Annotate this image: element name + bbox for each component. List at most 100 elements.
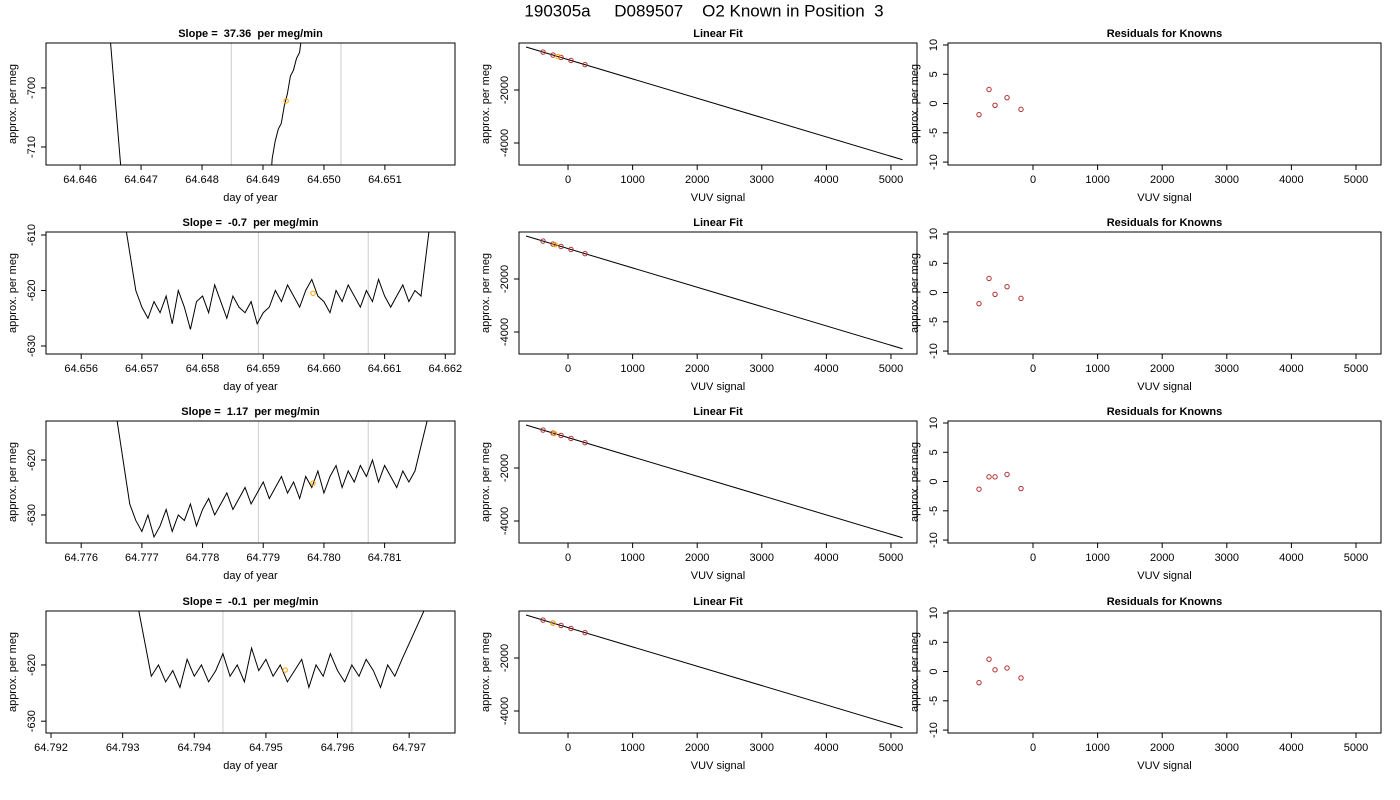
x-tick-label: 2000 (685, 363, 709, 375)
x-axis-label: day of year (223, 760, 278, 772)
x-tick-label: 64.795 (249, 742, 283, 754)
panel-title: Linear Fit (693, 596, 743, 608)
x-axis-label: VUV signal (1137, 570, 1191, 582)
panel-title: Linear Fit (693, 28, 743, 40)
x-tick-label: 64.662 (428, 363, 462, 375)
y-tick-label: 0 (928, 478, 940, 484)
y-axis-label: approx. per meg (480, 632, 492, 712)
y-axis-label: approx. per meg (7, 442, 19, 522)
y-tick-label: -620 (26, 449, 38, 471)
x-tick-label: 1000 (1085, 363, 1109, 375)
x-tick-label: 2000 (685, 552, 709, 564)
y-tick-label: 5 (928, 260, 940, 266)
data-point (992, 667, 998, 673)
x-tick-label: 64.649 (246, 174, 280, 186)
x-tick-label: 2000 (1150, 742, 1174, 754)
panel-title: Linear Fit (693, 217, 743, 229)
x-tick-label: 64.656 (64, 363, 98, 375)
y-tick-label: -2000 (499, 454, 511, 482)
x-tick-label: 2000 (1150, 174, 1174, 186)
x-tick-label: 64.780 (307, 552, 341, 564)
x-tick-label: 64.646 (63, 174, 97, 186)
y-axis-label: approx. per meg (7, 632, 19, 712)
data-point (282, 667, 288, 673)
x-tick-label: 64.658 (186, 363, 220, 375)
x-tick-label: 64.657 (125, 363, 159, 375)
data-point (568, 246, 574, 253)
plot-area (138, 611, 425, 733)
panel-title: Residuals for Knowns (1107, 406, 1223, 418)
data-point (568, 625, 574, 632)
data-point (551, 430, 558, 437)
x-tick-label: 64.647 (124, 174, 158, 186)
plot-area (125, 232, 430, 354)
y-axis-label: approx. per meg (909, 632, 921, 712)
plot-frame (45, 420, 456, 544)
y-tick-label: 0 (928, 100, 940, 106)
y-tick-label: -630 (26, 710, 38, 732)
x-tick-label: 2000 (1150, 552, 1174, 564)
data-point (582, 61, 588, 68)
x-tick-label: 64.777 (125, 552, 159, 564)
y-tick-label: 5 (928, 449, 940, 455)
plot-frame (947, 610, 1382, 734)
panel-title: Residuals for Knowns (1107, 28, 1223, 40)
x-tick-label: 4000 (1279, 552, 1303, 564)
x-tick-label: 5000 (879, 174, 903, 186)
data-point (582, 439, 588, 446)
x-tick-label: 2000 (685, 174, 709, 186)
x-tick-label: 4000 (1279, 742, 1303, 754)
x-axis-label: VUV signal (1137, 381, 1191, 393)
plot-area (525, 424, 903, 539)
y-tick-label: -5 (928, 506, 940, 516)
data-point (1018, 675, 1024, 681)
x-tick-label: 64.794 (177, 742, 211, 754)
y-tick-label: -4000 (499, 318, 511, 346)
y-tick-label: -700 (26, 77, 38, 99)
x-axis-label: day of year (223, 570, 278, 582)
data-point (1004, 94, 1010, 101)
data-point (1018, 295, 1024, 302)
plot-area (976, 471, 1024, 492)
plot-area (116, 421, 428, 543)
x-tick-label: 64.792 (34, 742, 68, 754)
x-tick-label: 1000 (1085, 174, 1109, 186)
x-tick-label: 1000 (620, 552, 644, 564)
data-point (310, 290, 316, 296)
plot-frame (45, 231, 456, 355)
x-axis-label: VUV signal (1137, 192, 1191, 204)
y-tick-label: -2000 (499, 76, 511, 104)
y-tick-label: -630 (26, 335, 38, 357)
x-tick-label: 1000 (620, 742, 644, 754)
data-point (540, 49, 546, 55)
x-tick-label: 5000 (1344, 363, 1368, 375)
x-tick-label: 4000 (814, 174, 838, 186)
x-tick-label: 0 (1030, 552, 1036, 564)
data-point (540, 238, 546, 244)
y-tick-label: -5 (928, 696, 940, 706)
panel-title: Slope = -0.7 per meg/min (182, 217, 318, 229)
y-axis-label: approx. per meg (909, 64, 921, 144)
data-point (976, 111, 982, 118)
y-tick-label: -630 (26, 504, 38, 526)
data-point (986, 275, 992, 282)
x-tick-label: 3000 (1215, 174, 1239, 186)
y-tick-label: 10 (928, 417, 940, 429)
x-tick-label: 64.796 (321, 742, 355, 754)
plot-frame (45, 610, 456, 734)
x-tick-label: 0 (565, 174, 571, 186)
data-point (552, 241, 558, 248)
x-tick-label: 3000 (1215, 552, 1239, 564)
data-point (992, 291, 998, 297)
x-tick-label: 3000 (750, 363, 774, 375)
y-axis-label: approx. per meg (909, 253, 921, 333)
data-point (992, 474, 998, 480)
y-tick-label: -2000 (499, 644, 511, 672)
data-point (558, 432, 564, 439)
figure-title: 190305a D089507 O2 Known in Position 3 (524, 1, 883, 20)
x-tick-label: 5000 (879, 742, 903, 754)
data-point (568, 57, 574, 64)
plot-area (976, 656, 1024, 686)
data-point (283, 98, 289, 104)
